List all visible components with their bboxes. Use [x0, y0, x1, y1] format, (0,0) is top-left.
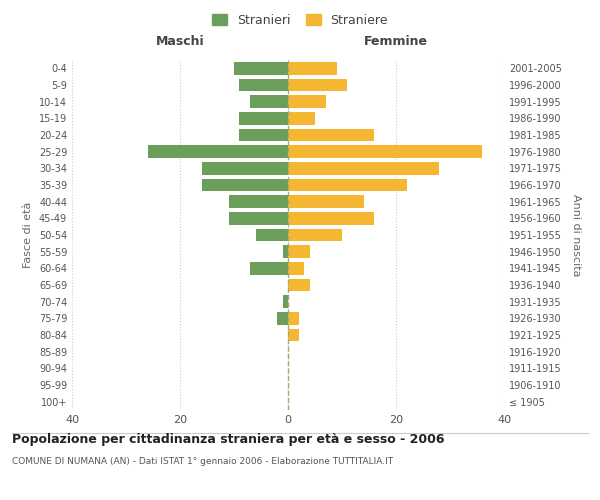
Bar — [288, 79, 347, 92]
Bar — [288, 312, 299, 324]
Bar — [256, 229, 288, 241]
Bar — [202, 179, 288, 192]
Bar — [250, 262, 288, 274]
Bar — [239, 129, 288, 141]
Text: Maschi: Maschi — [155, 36, 205, 49]
Bar — [239, 112, 288, 124]
Bar — [288, 112, 315, 124]
Text: COMUNE DI NUMANA (AN) - Dati ISTAT 1° gennaio 2006 - Elaborazione TUTTITALIA.IT: COMUNE DI NUMANA (AN) - Dati ISTAT 1° ge… — [12, 457, 393, 466]
Bar — [288, 212, 374, 224]
Text: Popolazione per cittadinanza straniera per età e sesso - 2006: Popolazione per cittadinanza straniera p… — [12, 432, 445, 446]
Bar — [229, 196, 288, 208]
Bar — [288, 262, 304, 274]
Bar — [148, 146, 288, 158]
Bar — [288, 146, 482, 158]
Legend: Stranieri, Straniere: Stranieri, Straniere — [207, 8, 393, 32]
Bar — [288, 196, 364, 208]
Bar — [202, 162, 288, 174]
Bar — [288, 96, 326, 108]
Bar — [288, 129, 374, 141]
Bar — [288, 62, 337, 74]
Bar — [288, 179, 407, 192]
Y-axis label: Anni di nascita: Anni di nascita — [571, 194, 581, 276]
Bar — [234, 62, 288, 74]
Bar — [283, 296, 288, 308]
Bar — [229, 212, 288, 224]
Bar — [288, 246, 310, 258]
Bar — [288, 229, 342, 241]
Bar — [288, 279, 310, 291]
Bar — [283, 246, 288, 258]
Bar — [250, 96, 288, 108]
Bar — [277, 312, 288, 324]
Bar — [288, 162, 439, 174]
Bar — [239, 79, 288, 92]
Y-axis label: Fasce di età: Fasce di età — [23, 202, 33, 268]
Bar — [288, 329, 299, 341]
Text: Femmine: Femmine — [364, 36, 428, 49]
